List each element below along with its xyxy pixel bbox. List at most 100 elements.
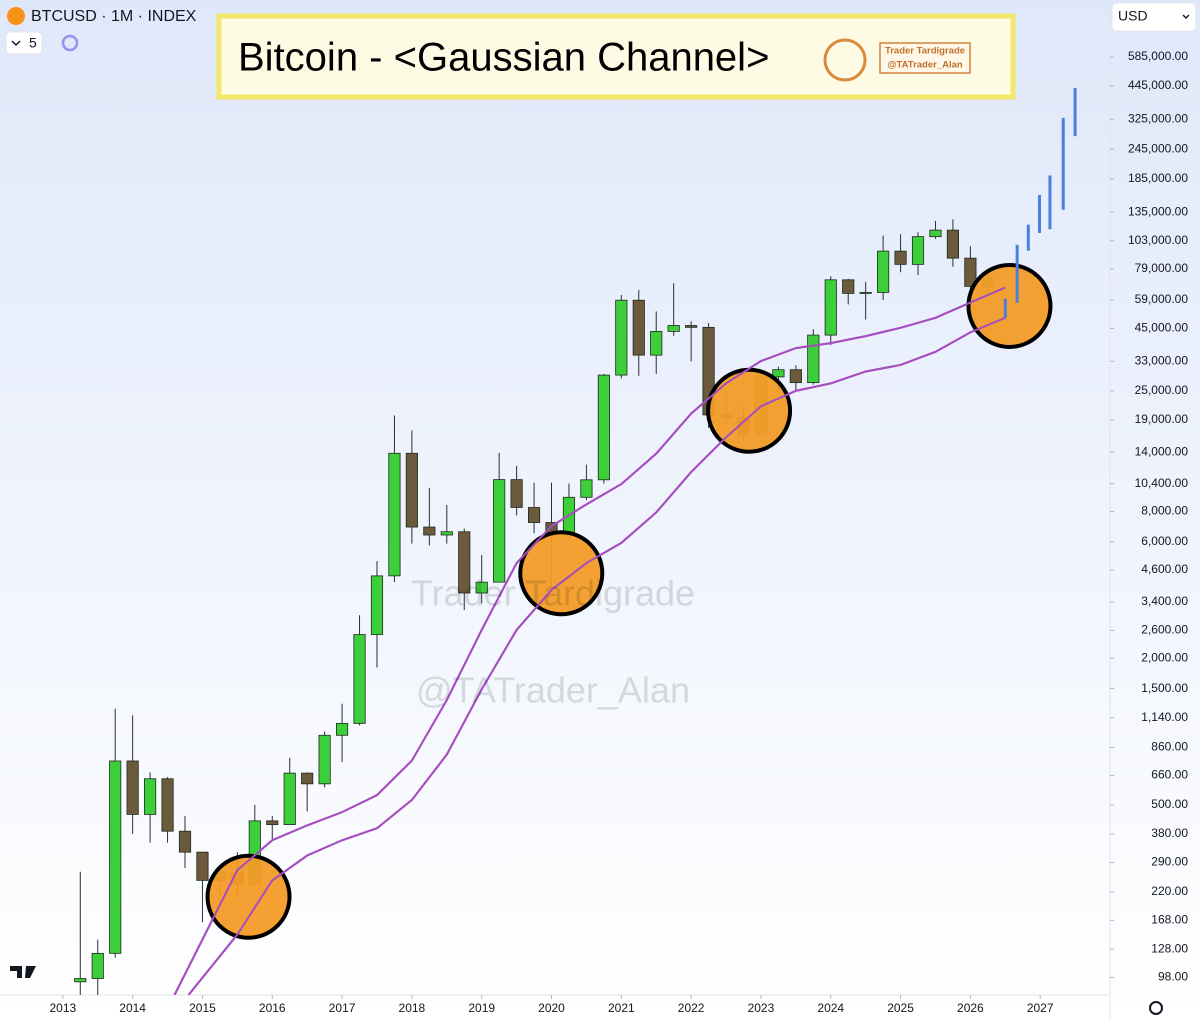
candle-body <box>196 851 209 881</box>
x-tick-label: 2016 <box>259 1001 286 1015</box>
y-tick-label: 8,000.00 <box>1141 504 1188 518</box>
y-tick-label: 860.00 <box>1151 740 1188 754</box>
candle-body <box>894 250 907 265</box>
y-tick-label: 500.00 <box>1151 797 1188 811</box>
candle-body <box>685 325 698 328</box>
candle-body <box>789 369 802 384</box>
candle-body <box>580 479 593 498</box>
candle-body <box>911 236 925 265</box>
interval-button[interactable] <box>5 31 43 55</box>
candle-body <box>405 452 418 528</box>
candle-body <box>458 531 471 594</box>
candle-body <box>144 778 157 815</box>
x-tick-label: 2024 <box>817 1001 844 1015</box>
y-tick-label: 220.00 <box>1151 884 1188 898</box>
x-tick-label: 2025 <box>887 1001 914 1015</box>
x-tick-label: 2026 <box>957 1001 984 1015</box>
x-tick-label: 2022 <box>678 1001 705 1015</box>
y-tick-label: 10,400.00 <box>1135 476 1189 490</box>
interval-count: 5 <box>29 35 37 51</box>
y-tick-label: 380.00 <box>1151 826 1188 840</box>
y-tick-label: 98.00 <box>1158 970 1188 984</box>
y-tick-label: 325,000.00 <box>1128 111 1188 125</box>
candle-body <box>475 581 488 594</box>
y-tick-label: 4,600.00 <box>1141 562 1188 576</box>
candle-body <box>91 952 104 979</box>
candle-body <box>772 369 785 378</box>
candle-body <box>266 820 279 826</box>
watermark: @TATrader_Alan <box>416 670 690 711</box>
candle-body <box>178 830 192 853</box>
candle-body <box>161 778 174 832</box>
plot-area <box>74 87 1077 995</box>
candle-body <box>824 279 837 336</box>
chart-title: Bitcoin - <Gaussian Channel> <box>238 36 769 80</box>
candle-body <box>336 722 349 736</box>
y-tick-label: 135,000.00 <box>1128 204 1188 218</box>
candle-body <box>667 325 680 332</box>
y-tick-label: 660.00 <box>1151 768 1188 782</box>
chevron <box>1182 14 1190 19</box>
candle-body <box>946 229 959 259</box>
candle-body <box>597 374 610 481</box>
candle-body <box>615 299 628 376</box>
candle-body <box>859 292 872 294</box>
channel-line-overlay <box>173 286 1006 995</box>
y-tick-label: 245,000.00 <box>1128 141 1188 155</box>
highlight-circle <box>518 530 605 617</box>
y-tick-label: 6,000.00 <box>1141 534 1188 548</box>
y-tick-label: 45,000.00 <box>1135 321 1189 335</box>
plot-layer <box>74 87 1077 995</box>
candle-body <box>527 507 541 523</box>
y-tick-label: 1,500.00 <box>1141 681 1188 695</box>
candle-body <box>370 575 384 635</box>
x-tick-label: 2021 <box>608 1001 635 1015</box>
chevron <box>11 40 21 47</box>
y-tick-label: 185,000.00 <box>1128 171 1188 185</box>
symbol: BTCUSD · 1M · INDEX <box>31 8 197 25</box>
y-tick-label: 585,000.00 <box>1128 49 1188 63</box>
candle-body <box>318 734 331 785</box>
currency: USD <box>1118 8 1148 24</box>
y-tick-label: 445,000.00 <box>1128 78 1188 92</box>
x-tick-label: 2027 <box>1027 1001 1054 1015</box>
refresh-icon[interactable] <box>61 34 79 52</box>
candle-body <box>493 479 506 583</box>
x-tick-label: 2013 <box>49 1001 76 1015</box>
x-tick-label: 2017 <box>329 1001 356 1015</box>
channel-line-overlay <box>187 316 1006 995</box>
y-tick-label: 33,000.00 <box>1135 354 1189 368</box>
x-tick-label: 2023 <box>748 1001 775 1015</box>
candle-body <box>74 978 87 983</box>
candle-body <box>929 229 942 238</box>
candle-body <box>877 250 890 293</box>
highlight-circle <box>205 853 292 940</box>
y-tick-label: 25,000.00 <box>1135 383 1189 397</box>
watermark: Trader Tardigrade <box>411 573 695 614</box>
highlight-circle <box>706 367 793 454</box>
y-tick-label: 1,140.00 <box>1141 710 1188 724</box>
candle-body <box>301 772 314 785</box>
x-tick-label: 2018 <box>399 1001 426 1015</box>
candle-body <box>842 279 855 294</box>
badge-text: @TATrader_Alan <box>887 60 963 71</box>
y-tick-label: 168.00 <box>1151 913 1188 927</box>
settings-icon[interactable] <box>1149 1001 1163 1015</box>
tv-logo <box>10 966 36 978</box>
y-tick-label: 59,000.00 <box>1135 292 1189 306</box>
currency-button[interactable] <box>1111 2 1197 32</box>
badge <box>879 42 971 74</box>
y-tick-label: 3,400.00 <box>1141 594 1188 608</box>
y-tick-label: 2,600.00 <box>1141 623 1188 637</box>
candle-body <box>126 760 139 815</box>
highlight-circle <box>966 262 1053 349</box>
candle-body <box>423 526 436 536</box>
candle-body <box>388 452 401 577</box>
x-tick-label: 2014 <box>119 1001 146 1015</box>
logo <box>823 38 867 82</box>
y-tick-label: 19,000.00 <box>1135 412 1189 426</box>
